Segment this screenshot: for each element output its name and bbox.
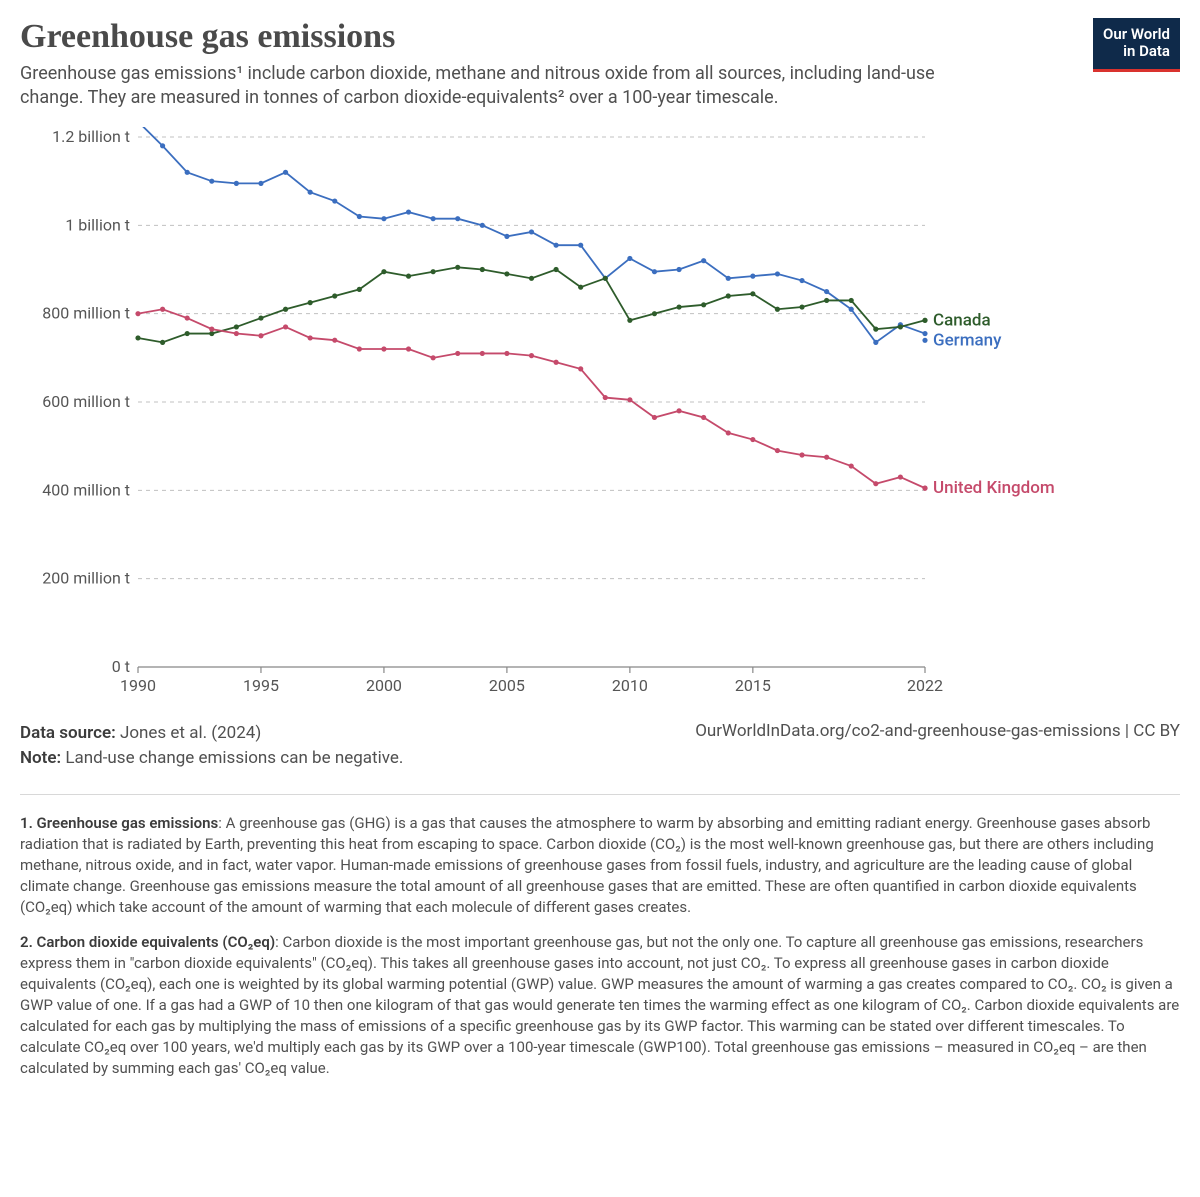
note-label: Note: bbox=[20, 748, 61, 768]
x-axis-label: 2010 bbox=[612, 676, 648, 695]
x-axis-label: 2005 bbox=[489, 676, 525, 695]
series-label-canada: Canada bbox=[933, 310, 991, 330]
series-line-united-kingdom bbox=[138, 309, 925, 488]
y-axis-label: 800 million t bbox=[42, 303, 130, 322]
footnotes: 1. Greenhouse gas emissions: A greenhous… bbox=[20, 813, 1180, 1079]
x-axis-label: 2015 bbox=[735, 676, 771, 695]
x-axis-label: 1995 bbox=[243, 676, 279, 695]
x-axis-label: 2000 bbox=[366, 676, 402, 695]
x-axis-label: 2022 bbox=[907, 676, 943, 695]
series-label-united-kingdom: United Kingdom bbox=[933, 478, 1055, 498]
footnote-1-title: 1. Greenhouse gas emissions bbox=[20, 814, 218, 832]
footnote-2-body: : Carbon dioxide is the most important g… bbox=[20, 933, 1179, 1077]
y-axis-label: 0 t bbox=[112, 657, 130, 676]
source-label: Data source: bbox=[20, 723, 116, 743]
credit-text: OurWorldInData.org/co2-and-greenhouse-ga… bbox=[695, 721, 1180, 772]
source-value: Jones et al. (2024) bbox=[120, 723, 261, 743]
footnote-2-title: 2. Carbon dioxide equivalents (CO₂eq) bbox=[20, 933, 275, 951]
line-chart: 0 t 200 million t 400 million t 600 million… bbox=[20, 127, 1180, 707]
chart-subtitle: Greenhouse gas emissions¹ include carbon… bbox=[20, 62, 950, 111]
y-axis-label: 200 million t bbox=[42, 568, 130, 587]
divider bbox=[20, 794, 1180, 795]
series-line-germany bbox=[138, 127, 925, 342]
x-axis-label: 1990 bbox=[120, 676, 156, 695]
chart-title: Greenhouse gas emissions bbox=[20, 18, 1073, 56]
y-axis-label: 1.2 billion t bbox=[52, 127, 130, 146]
y-axis-label: 600 million t bbox=[42, 392, 130, 411]
y-axis-label: 400 million t bbox=[42, 480, 130, 499]
note-value: Land-use change emissions can be negativ… bbox=[65, 748, 403, 768]
owid-logo: Our World in Data bbox=[1093, 18, 1180, 72]
series-label-germany: Germany bbox=[933, 330, 1002, 350]
y-axis-label: 1 billion t bbox=[65, 215, 130, 234]
chart-footer: Data source: Jones et al. (2024) Note: L… bbox=[20, 721, 1180, 772]
